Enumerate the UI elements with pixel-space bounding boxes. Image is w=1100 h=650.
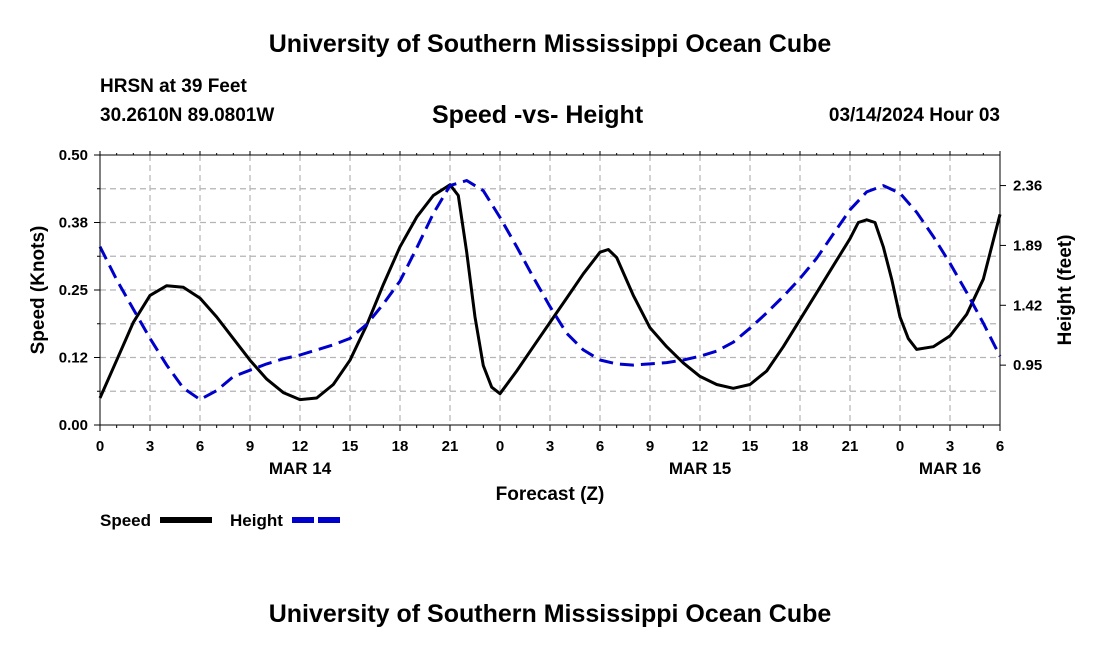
y2-tick-label: 1.89 <box>1013 237 1042 254</box>
x-tick-label: 6 <box>596 438 604 455</box>
y-axis-title: Speed (Knots) <box>28 226 49 355</box>
x-tick-label: 15 <box>342 438 359 455</box>
x-tick-label: 12 <box>292 438 309 455</box>
y2-axis-title: Height (feet) <box>1055 235 1076 346</box>
x-tick-label: 6 <box>996 438 1004 455</box>
y-tick-label: 0.00 <box>59 417 88 434</box>
chart-title: Speed -vs- Height <box>432 101 644 129</box>
legend: Speed Height <box>100 511 343 530</box>
x-tick-label: 9 <box>246 438 254 455</box>
x-tick-label: 18 <box>792 438 809 455</box>
x-tick-label: 21 <box>842 438 859 455</box>
footer-title: University of Southern Mississippi Ocean… <box>268 600 832 628</box>
y-tick-label: 0.12 <box>59 350 88 367</box>
grid <box>100 155 1000 425</box>
x-tick-label: 18 <box>392 438 409 455</box>
series-lines <box>98 179 1002 402</box>
x-tick-label: 0 <box>896 438 904 455</box>
legend-height-label: Height <box>230 511 283 530</box>
x-tick-label: 12 <box>692 438 709 455</box>
x-tick-label: 0 <box>496 438 504 455</box>
y-tick-label: 0.38 <box>59 215 88 232</box>
forecast-date: 03/14/2024 Hour 03 <box>828 105 1000 126</box>
y2-tick-label: 0.95 <box>1013 357 1042 374</box>
date-label: MAR 14 <box>269 459 332 478</box>
y2-tick-label: 2.36 <box>1013 178 1042 195</box>
date-label: MAR 16 <box>919 459 981 478</box>
speed-series-line <box>98 183 1002 402</box>
x-axis-title: Forecast (Z) <box>496 484 605 505</box>
x-tick-label: 9 <box>646 438 654 455</box>
x-tick-label: 3 <box>946 438 954 455</box>
x-tick-label: 15 <box>742 438 759 455</box>
x-tick-label: 0 <box>96 438 104 455</box>
y2-tick-label: 1.42 <box>1013 297 1042 314</box>
height-series-line <box>98 179 1002 401</box>
x-tick-label: 3 <box>546 438 554 455</box>
date-label: MAR 15 <box>669 459 731 478</box>
x-tick-label: 6 <box>196 438 204 455</box>
legend-speed-label: Speed <box>100 511 151 530</box>
speed-height-chart: 0 3 6 9 12 15 18 21 0 3 6 9 12 15 18 21 0 3 6 0.00 0.12 0.25 0… <box>28 147 1076 530</box>
y-tick-label: 0.50 <box>59 147 88 164</box>
axes: 0 3 6 9 12 15 18 21 0 3 6 9 12 15 18 21 0 3 6 0.00 0.12 0.25 0… <box>28 147 1076 505</box>
y-tick-label: 0.25 <box>59 282 88 299</box>
station-name: HRSN at 39 Feet <box>100 76 247 97</box>
station-coordinates: 30.2610N 89.0801W <box>100 105 275 126</box>
main-title: University of Southern Mississippi Ocean… <box>268 30 832 58</box>
x-tick-label: 3 <box>146 438 154 455</box>
x-tick-label: 21 <box>442 438 459 455</box>
